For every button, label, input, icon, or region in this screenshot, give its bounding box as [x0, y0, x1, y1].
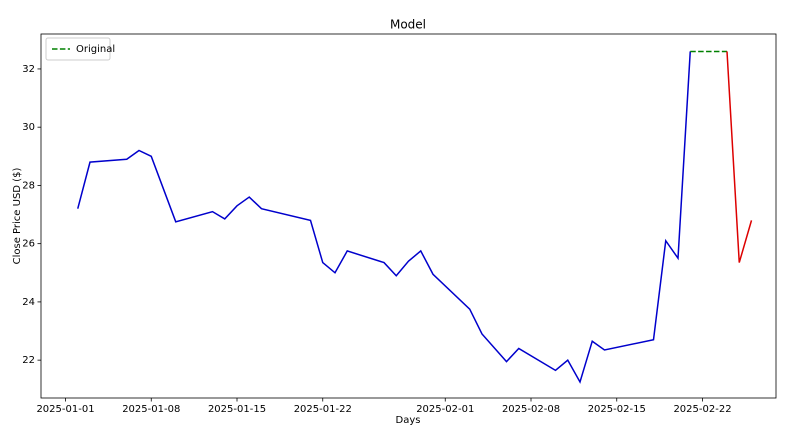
y-tick-label: 24	[22, 297, 35, 308]
x-tick-label: 2025-01-22	[294, 404, 352, 415]
y-tick-label: 26	[22, 239, 35, 250]
x-tick-label: 2025-02-15	[588, 404, 646, 415]
x-tick-label: 2025-01-15	[208, 404, 266, 415]
y-tick-label: 30	[22, 122, 35, 133]
plot-frame	[40, 33, 777, 399]
y-axis-label: Close Price USD ($)	[12, 168, 23, 265]
x-tick-label: 2025-02-08	[502, 404, 560, 415]
x-axis-label: Days	[396, 415, 421, 426]
x-tick-label: 2025-01-08	[122, 404, 180, 415]
x-tick-label: 2025-02-22	[673, 404, 731, 415]
x-tick-label: 2025-01-01	[36, 404, 94, 415]
y-tick-label: 22	[22, 355, 35, 366]
y-tick-label: 28	[22, 180, 35, 191]
line-series	[726, 51, 753, 263]
x-tick-label: 2025-02-01	[416, 404, 474, 415]
line-series	[77, 51, 691, 384]
chart-title: Model	[390, 18, 426, 32]
legend-label: Original	[76, 44, 115, 55]
legend-box	[45, 37, 111, 61]
y-tick-label: 32	[22, 64, 35, 75]
